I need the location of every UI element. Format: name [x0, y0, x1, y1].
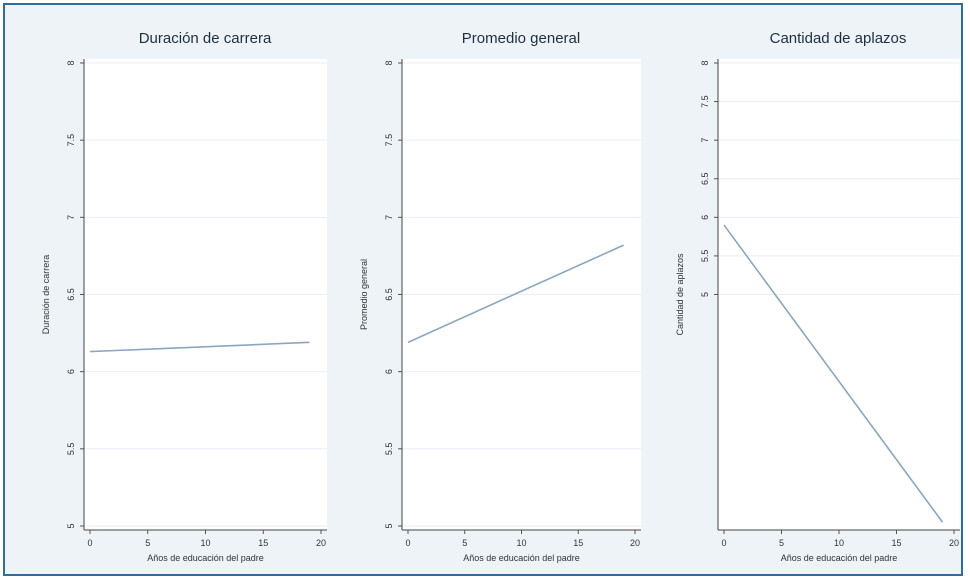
chart-panel-3: Cantidad de aplazos 5 5.5 6 6.5 7 7.5 8 0 5 10 15 20… [675, 30, 960, 563]
x-tick-label: 15 [891, 538, 901, 548]
x-axis-label: Años de educación del padre [147, 553, 264, 563]
charts-canvas: Duración de carrera 5 5.5 6 6.5 7 7.5 8 0 5 10 15 20… [41, 30, 960, 563]
y-tick-label: 6.5 [384, 288, 394, 301]
y-tick-label: 8 [700, 60, 710, 65]
x-tick-label: 10 [200, 538, 210, 548]
y-tick-label: 8 [66, 60, 76, 65]
x-tick-label: 20 [316, 538, 326, 548]
y-tick-label: 5.5 [66, 443, 76, 456]
y-tick-label: 7 [700, 138, 710, 143]
y-tick-label: 7.5 [700, 95, 710, 108]
y-tick-label: 6.5 [66, 288, 76, 301]
series-line [723, 224, 944, 523]
chart-title: Cantidad de aplazos [770, 30, 907, 47]
figure-frame: Duración de carrera 5 5.5 6 6.5 7 7.5 8 0 5 10 15 20… [3, 3, 963, 576]
y-axis-label: Cantidad de aplazos [675, 253, 685, 336]
y-tick-label: 5.5 [384, 443, 394, 456]
x-axis-label: Años de educación del padre [463, 553, 580, 563]
y-tick-label: 5.5 [700, 250, 710, 263]
x-tick-label: 5 [145, 538, 150, 548]
x-tick-label: 10 [834, 538, 844, 548]
series-line [407, 244, 624, 344]
y-tick-label: 5 [66, 523, 76, 528]
x-tick-label: 5 [462, 538, 467, 548]
x-tick-label: 0 [721, 538, 726, 548]
y-tick-label: 5 [384, 523, 394, 528]
chart-panel-2: Promedio general 5 5.5 6 6.5 7 7.5 8 0 5 10 15 20 Año… [359, 30, 641, 563]
y-tick-label: 6.5 [700, 172, 710, 185]
y-tick-label: 7 [384, 215, 394, 220]
x-axis-label: Años de educación del padre [781, 553, 898, 563]
chart-title: Promedio general [462, 30, 580, 47]
series-line [89, 341, 310, 353]
x-tick-label: 20 [630, 538, 640, 548]
y-tick-label: 8 [384, 60, 394, 65]
x-tick-label: 0 [87, 538, 92, 548]
y-axis-label: Duración de carrera [41, 255, 51, 335]
y-tick-label: 7 [66, 215, 76, 220]
y-tick-label: 7.5 [384, 134, 394, 147]
y-tick-label: 6 [700, 215, 710, 220]
x-tick-label: 15 [258, 538, 268, 548]
y-tick-label: 6 [66, 369, 76, 374]
x-tick-label: 0 [405, 538, 410, 548]
chart-title: Duración de carrera [139, 30, 272, 47]
y-tick-label: 7.5 [66, 134, 76, 147]
x-tick-label: 5 [779, 538, 784, 548]
y-tick-label: 5 [700, 292, 710, 297]
x-tick-label: 15 [573, 538, 583, 548]
chart-panel-1: Duración de carrera 5 5.5 6 6.5 7 7.5 8 0 5 10 15 20… [41, 30, 327, 563]
y-axis-label: Promedio general [359, 259, 369, 330]
x-tick-label: 10 [516, 538, 526, 548]
x-tick-label: 20 [949, 538, 959, 548]
y-tick-label: 6 [384, 369, 394, 374]
